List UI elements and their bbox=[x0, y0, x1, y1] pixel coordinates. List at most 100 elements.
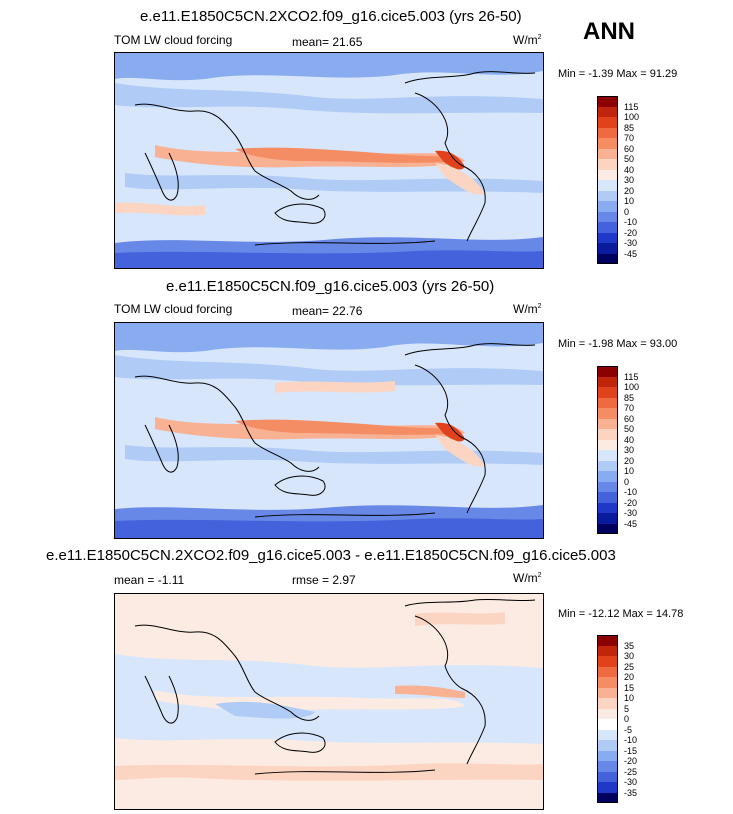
colorbar-tick-label: 100 bbox=[624, 382, 640, 392]
colorbar-color bbox=[597, 708, 618, 719]
colorbar-color bbox=[597, 687, 618, 698]
colorbar-swatch bbox=[597, 222, 727, 233]
colorbar-tick-label: 10 bbox=[624, 693, 635, 703]
colorbar-swatch bbox=[597, 719, 727, 730]
colorbar-tick-label: -5 bbox=[624, 724, 633, 735]
colorbar-swatch bbox=[597, 253, 727, 264]
colorbar-color bbox=[597, 481, 618, 492]
colorbar-tick-label: -20 bbox=[624, 497, 638, 508]
colorbar-tick-label: 70 bbox=[624, 403, 635, 413]
colorbar-tick-label: 35 bbox=[624, 640, 635, 651]
colorbar-swatch bbox=[597, 513, 727, 524]
colorbar-color bbox=[597, 222, 618, 233]
colorbar-swatch bbox=[597, 127, 727, 138]
colorbar-swatch bbox=[597, 471, 727, 482]
colorbar-color bbox=[597, 169, 618, 180]
colorbar-color bbox=[597, 513, 618, 524]
colorbar-swatch bbox=[597, 687, 727, 698]
colorbar-swatch bbox=[597, 148, 727, 159]
colorbar-swatch bbox=[597, 729, 727, 740]
colorbar-color bbox=[597, 492, 618, 503]
colorbar-tick-label: -45 bbox=[624, 248, 638, 259]
colorbar-color bbox=[597, 656, 618, 667]
colorbar-swatch bbox=[597, 138, 727, 149]
colorbar-color bbox=[597, 117, 618, 128]
colorbar-color bbox=[597, 645, 618, 656]
colorbar-swatch bbox=[597, 408, 727, 419]
panel-3-rmse-label: rmse = 2.97 bbox=[292, 573, 356, 587]
colorbar-color bbox=[597, 366, 618, 377]
panel-3-map-plot bbox=[115, 594, 543, 809]
panel-2-title: e.e11.E1850C5CN.f09_g16.cice5.003 (yrs 2… bbox=[166, 278, 495, 295]
colorbar-color bbox=[597, 635, 618, 646]
panel-2-map bbox=[114, 322, 544, 539]
colorbar-color bbox=[597, 180, 618, 191]
colorbar-swatch bbox=[597, 666, 727, 677]
colorbar-swatch bbox=[597, 439, 727, 450]
colorbar-color bbox=[597, 666, 618, 677]
panel-1-title: e.e11.E1850C5CN.2XCO2.f09_g16.cice5.003 … bbox=[140, 8, 522, 25]
colorbar-tick-label: 30 bbox=[624, 651, 635, 661]
colorbar-swatch bbox=[597, 387, 727, 398]
colorbar-color bbox=[597, 729, 618, 740]
colorbar-swatch bbox=[597, 635, 727, 646]
colorbar-tick-label: 70 bbox=[624, 133, 635, 143]
colorbar-tick-label: -30 bbox=[624, 508, 638, 518]
colorbar-tick-label: 40 bbox=[624, 434, 635, 445]
colorbar-swatch bbox=[597, 656, 727, 667]
colorbar-tick-label: 50 bbox=[624, 154, 635, 164]
colorbar-color bbox=[597, 376, 618, 387]
colorbar-swatch bbox=[597, 366, 727, 377]
colorbar-tick-label: 30 bbox=[624, 175, 635, 185]
colorbar-tick-label: -20 bbox=[624, 227, 638, 238]
colorbar-tick-label: -10 bbox=[624, 735, 638, 745]
panel-3-units: W/m2 bbox=[513, 571, 542, 585]
colorbar-tick-label: 100 bbox=[624, 112, 640, 122]
colorbar-tick-label: 20 bbox=[624, 455, 635, 466]
colorbar-color bbox=[597, 502, 618, 513]
colorbar-tick-label: 10 bbox=[624, 466, 635, 476]
colorbar-swatch bbox=[597, 159, 727, 170]
panel-2-units: W/m2 bbox=[513, 302, 542, 316]
panel-1-map-plot bbox=[115, 53, 543, 268]
colorbar-tick-label: 20 bbox=[624, 672, 635, 682]
colorbar-color bbox=[597, 677, 618, 688]
colorbar-color bbox=[597, 450, 618, 461]
colorbar-color bbox=[597, 159, 618, 170]
colorbar-color bbox=[597, 96, 618, 107]
colorbar-tick-label: 25 bbox=[624, 661, 635, 672]
colorbar-swatch bbox=[597, 201, 727, 212]
colorbar-color bbox=[597, 253, 618, 264]
season-label: ANN bbox=[583, 18, 635, 45]
colorbar-swatch bbox=[597, 740, 727, 751]
panel-2-variable-label: TOM LW cloud forcing bbox=[114, 302, 233, 316]
colorbar-tick-label: 10 bbox=[624, 196, 635, 206]
colorbar-color bbox=[597, 719, 618, 730]
colorbar-tick-label: -30 bbox=[624, 238, 638, 248]
colorbar-tick-label: -45 bbox=[624, 518, 638, 529]
colorbar-swatch bbox=[597, 429, 727, 440]
colorbar-swatch bbox=[597, 792, 727, 803]
colorbar-swatch bbox=[597, 211, 727, 222]
colorbar-swatch bbox=[597, 243, 727, 254]
colorbar-color bbox=[597, 148, 618, 159]
colorbar-tick-label: 85 bbox=[624, 122, 635, 133]
colorbar-swatch bbox=[597, 117, 727, 128]
colorbar-color bbox=[597, 429, 618, 440]
colorbar-swatch bbox=[597, 771, 727, 782]
panel-1-min-max: Min = -1.39 Max = 91.29 bbox=[558, 68, 678, 80]
colorbar-swatch bbox=[597, 492, 727, 503]
colorbar-color bbox=[597, 471, 618, 482]
colorbar-swatch bbox=[597, 232, 727, 243]
colorbar-color bbox=[597, 698, 618, 709]
panel-1-mean-label: mean= 21.65 bbox=[292, 35, 363, 49]
colorbar-swatch bbox=[597, 708, 727, 719]
panel-1-units: W/m2 bbox=[513, 33, 542, 47]
colorbar-color bbox=[597, 523, 618, 534]
panel-1-variable-label: TOM LW cloud forcing bbox=[114, 33, 233, 47]
panel-3-colorbar: 35 30 25 20 15 10 5 0 -5 -10 -15 -20 -25 -30 -35 bbox=[597, 635, 727, 803]
panel-2-colorbar: 115 100 85 70 60 50 40 30 20 10 0 -10 -20 -30 -45 bbox=[597, 366, 727, 534]
colorbar-color bbox=[597, 211, 618, 222]
colorbar-tick-label: -30 bbox=[624, 777, 638, 787]
colorbar-swatch bbox=[597, 397, 727, 408]
